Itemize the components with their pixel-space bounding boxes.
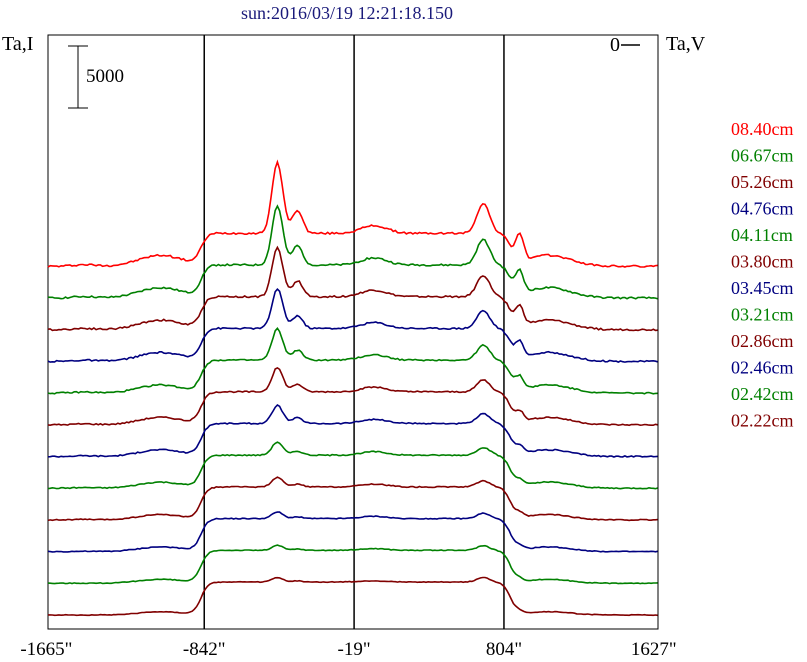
series-line-08.40cm <box>47 159 658 268</box>
legend-entry: 04.76cm <box>731 199 794 219</box>
series-line-02.86cm <box>47 476 658 522</box>
zero-marker-label: 0 <box>610 34 620 56</box>
legend-entry: 03.21cm <box>731 305 794 325</box>
series-line-03.80cm <box>47 366 658 427</box>
series-line-03.45cm <box>47 403 658 458</box>
series-line-03.21cm <box>47 441 658 490</box>
legend-entry: 03.80cm <box>731 252 794 272</box>
series-line-02.22cm <box>48 576 658 617</box>
plot-frame <box>47 34 659 630</box>
series-line-02.46cm <box>47 511 658 553</box>
legend-entry: 08.40cm <box>731 119 794 139</box>
legend-entry: 04.11cm <box>731 225 793 245</box>
scale-bar <box>68 45 88 109</box>
series-line-02.42cm <box>47 544 658 585</box>
series-line-04.76cm <box>47 288 658 363</box>
scale-bar-label: 5000 <box>86 66 124 87</box>
x-tick-label: -19" <box>338 639 371 660</box>
left-axis-label: Ta,I <box>2 33 33 55</box>
legend-entry: 06.67cm <box>731 146 794 166</box>
chart-title: sun:2016/03/19 12:21:18.150 <box>240 3 453 23</box>
series-line-06.67cm <box>47 204 658 300</box>
x-tick-label: 1627" <box>631 639 677 660</box>
legend-entry: 02.46cm <box>731 358 794 378</box>
x-tick-label: -1665" <box>20 639 72 660</box>
legend-entry: 02.42cm <box>731 384 794 404</box>
legend-entry: 03.45cm <box>731 278 794 298</box>
x-tick-label: -842" <box>183 639 226 660</box>
legend-entry: 02.22cm <box>731 411 794 431</box>
right-axis-label: Ta,V <box>666 33 706 55</box>
series-line-05.26cm <box>47 245 658 332</box>
series-line-04.11cm <box>47 326 658 395</box>
legend-entry: 05.26cm <box>731 172 794 192</box>
legend-entry: 02.86cm <box>731 331 794 351</box>
x-tick-label: 804" <box>486 639 522 660</box>
